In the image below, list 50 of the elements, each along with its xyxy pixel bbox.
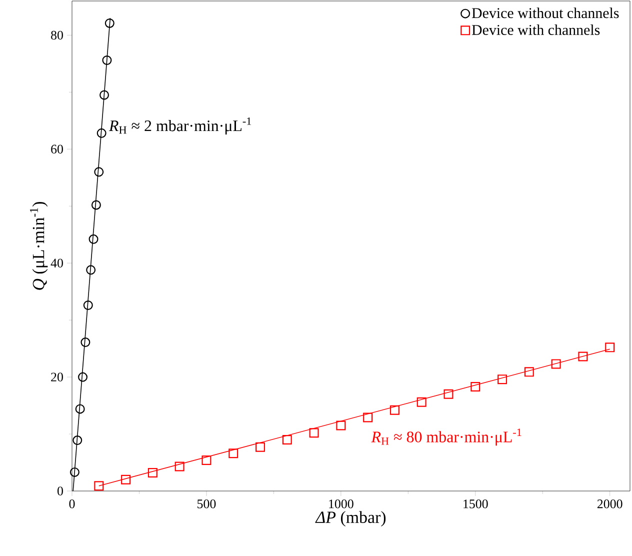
- point: [104, 18, 114, 28]
- point: [78, 372, 88, 382]
- y-tick-label: 60: [51, 144, 63, 154]
- point: [86, 265, 96, 275]
- point: [605, 342, 615, 352]
- annotation: R$_{H}$ ≈ 80 mbar·min·μL$^{-1}$: [371, 428, 522, 446]
- y-axis-title: Q (μL·min$^{-1}$): [30, 202, 48, 290]
- point: [498, 374, 508, 384]
- point: [148, 468, 158, 478]
- point: [102, 56, 112, 66]
- point: [121, 474, 131, 484]
- point: [444, 389, 454, 399]
- y-tick-label: 0: [58, 486, 63, 496]
- point: [255, 442, 265, 452]
- x-tick-label: 1000: [329, 500, 354, 508]
- point: [80, 338, 90, 348]
- point: [309, 428, 319, 438]
- point: [282, 434, 292, 444]
- point: [578, 352, 588, 362]
- point: [470, 382, 480, 392]
- point: [94, 481, 104, 491]
- point: [174, 462, 184, 472]
- point: [524, 367, 534, 377]
- point: [336, 420, 346, 430]
- x-tick-label: 2000: [597, 500, 622, 508]
- point: [75, 404, 85, 414]
- point: [72, 436, 82, 446]
- point: [88, 234, 98, 244]
- x-tick-label: 0: [69, 500, 75, 508]
- point: [202, 455, 212, 465]
- point: [96, 128, 106, 138]
- x-tick-label: 1500: [464, 500, 488, 508]
- point: [91, 200, 101, 210]
- point: [228, 448, 238, 458]
- x-axis-title: ΔP (mbar): [315, 511, 386, 526]
- x-tick-label: 500: [197, 500, 216, 508]
- y-tick-label: 20: [51, 372, 63, 382]
- point: [390, 405, 400, 415]
- y-tick-label: 80: [51, 30, 63, 40]
- point: [416, 397, 426, 407]
- point: [94, 167, 104, 177]
- point: [551, 359, 561, 369]
- legend-label: Device without channels: [472, 8, 619, 18]
- point: [100, 90, 110, 100]
- legend-label: Device with channels: [472, 24, 600, 35]
- annotation: R$_{H}$ ≈ 2 mbar·min·μL$^{-1}$: [108, 117, 252, 134]
- point: [70, 467, 80, 477]
- point: [363, 412, 373, 422]
- point: [83, 300, 93, 310]
- y-tick-label: 40: [50, 258, 63, 268]
